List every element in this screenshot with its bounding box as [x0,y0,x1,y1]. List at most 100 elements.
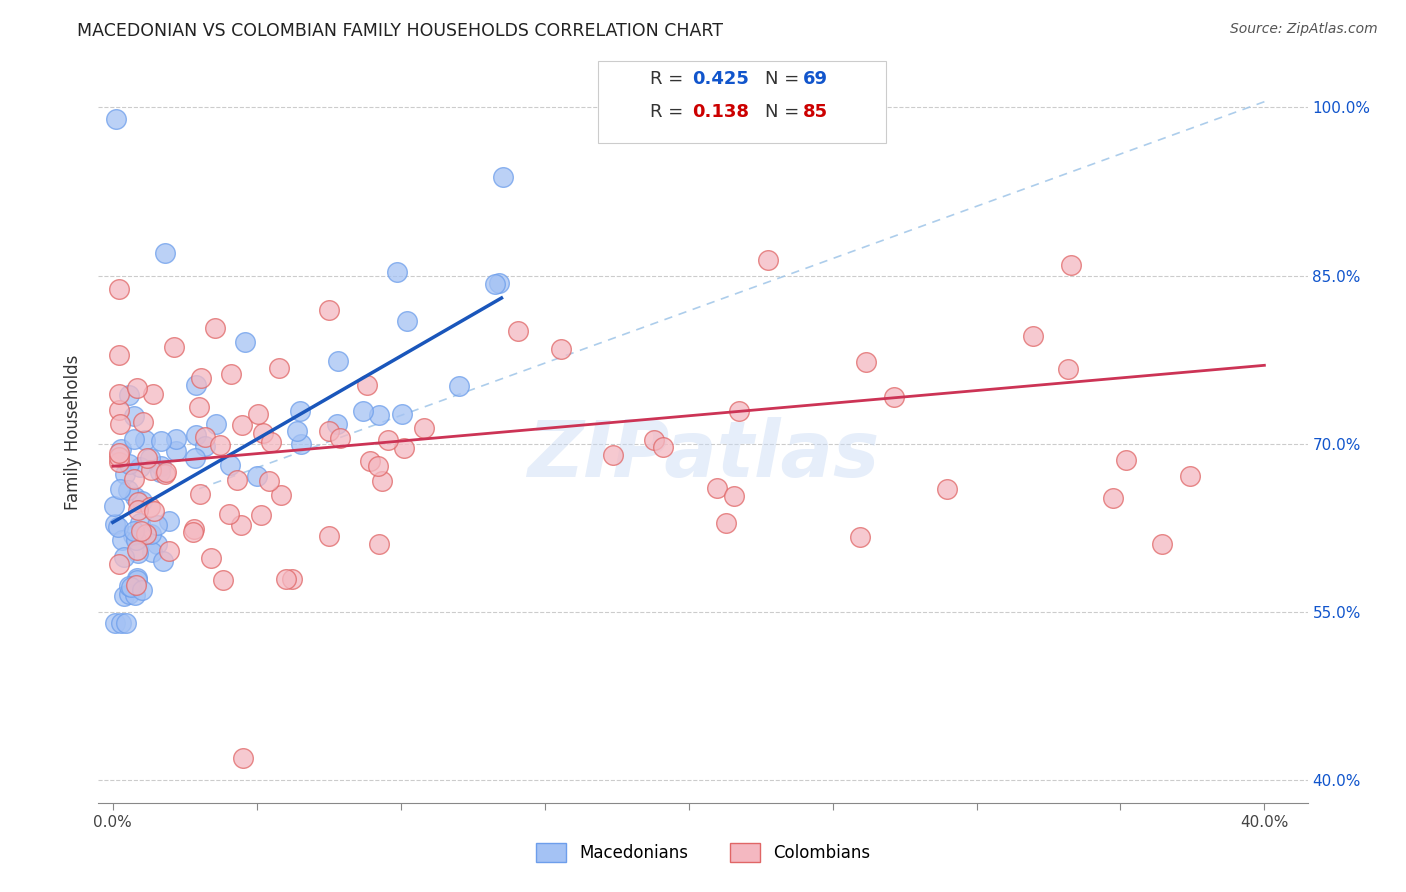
Point [1060,258,1083,272]
Point [449,378,471,392]
Point [143,504,166,518]
Point [204,321,226,335]
Point [329,431,352,445]
Point [848,530,870,544]
Point [149,459,172,474]
Point [155,465,177,479]
Point [129,460,152,475]
Point [134,433,156,447]
Point [112,550,135,565]
Text: R =: R = [650,103,689,120]
Point [250,508,273,522]
Point [288,404,311,418]
Point [122,472,145,486]
Point [125,573,148,587]
Point [121,528,143,542]
Point [114,467,136,481]
Point [107,519,129,533]
Point [218,458,240,473]
Point [127,494,149,508]
Point [108,557,131,571]
Point [205,417,228,432]
Point [280,572,302,586]
Point [602,448,624,462]
Y-axis label: Family Households: Family Households [65,355,83,510]
Point [104,112,127,126]
Point [259,474,281,488]
Point [184,428,207,442]
Point [183,450,205,465]
Point [142,387,165,401]
Point [276,572,298,586]
Point [118,587,141,601]
Point [145,518,167,533]
Point [290,437,312,451]
Point [326,353,349,368]
Point [139,527,162,541]
Point [1152,537,1174,551]
Point [190,371,212,385]
Point [165,432,187,446]
Point [356,377,378,392]
Point [318,425,340,439]
Point [152,554,174,568]
Point [125,578,148,592]
Point [125,533,148,547]
Point [232,751,254,765]
Point [855,355,877,369]
Point [117,457,139,471]
Point [118,579,141,593]
Point [484,277,506,291]
Point [135,450,157,465]
Point [139,450,162,465]
Point [488,276,510,290]
Point [125,571,148,585]
Text: R =: R = [650,70,689,87]
Point [233,335,256,350]
Point [127,543,149,558]
Text: MACEDONIAN VS COLOMBIAN FAMILY HOUSEHOLDS CORRELATION CHART: MACEDONIAN VS COLOMBIAN FAMILY HOUSEHOLD… [77,22,723,40]
Point [377,433,399,447]
Point [200,550,222,565]
Point [132,415,155,429]
Point [318,529,340,543]
Point [212,574,235,588]
Point [492,169,515,184]
Point [714,516,737,530]
Point [194,440,217,454]
Point [226,474,249,488]
Point [131,582,153,597]
Point [104,516,127,531]
Point [652,440,675,454]
Point [371,474,394,488]
Point [153,467,176,481]
Point [1022,329,1045,343]
Point [124,588,146,602]
Point [187,400,209,414]
Point [385,265,408,279]
Point [107,282,129,296]
Point [138,500,160,515]
Point [103,499,125,513]
Point [231,417,253,432]
Point [114,616,136,631]
Text: 85: 85 [803,103,828,120]
Point [267,360,290,375]
Point [229,518,252,533]
Point [157,514,180,528]
Point [112,589,135,603]
Point [352,404,374,418]
Point [104,616,127,631]
Point [190,487,212,501]
Point [506,324,529,338]
Point [111,533,134,548]
Point [135,527,157,541]
Point [181,524,204,539]
Point [1101,491,1123,505]
Point [285,424,308,438]
Text: 69: 69 [803,70,828,87]
Point [108,482,131,496]
Point [723,489,745,503]
Point [1180,469,1202,483]
Text: Source: ZipAtlas.com: Source: ZipAtlas.com [1230,22,1378,37]
